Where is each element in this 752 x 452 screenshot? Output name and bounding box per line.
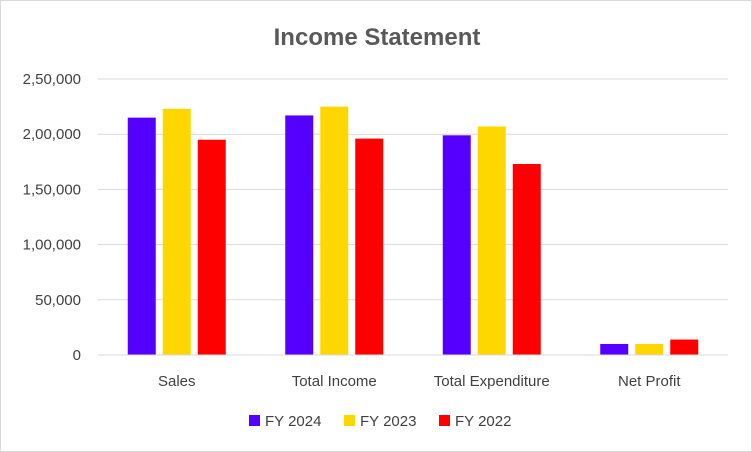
legend-swatch	[249, 415, 260, 426]
legend-swatch	[344, 415, 355, 426]
y-tick-label: 0	[73, 347, 81, 364]
y-tick-label: 50,000	[35, 292, 81, 309]
bar-fy-2023-total-income	[320, 106, 349, 355]
legend: FY 2024 FY 2023 FY 2022	[249, 413, 511, 430]
category-label: Net Profit	[618, 373, 681, 390]
gridlines	[98, 78, 728, 301]
category-label: Sales	[158, 373, 196, 390]
legend-label: FY 2022	[455, 413, 511, 430]
bar-fy-2024-sales	[127, 117, 156, 355]
y-tick-label: 1,00,000	[23, 237, 81, 254]
bars	[127, 106, 699, 355]
bar-fy-2022-total-expenditure	[512, 164, 541, 355]
bar-fy-2024-net-profit	[600, 343, 629, 355]
y-tick-label: 2,00,000	[23, 126, 81, 143]
y-tick-label: 1,50,000	[23, 181, 81, 198]
bar-fy-2022-total-income	[355, 138, 384, 355]
chart-title: Income Statement	[274, 24, 481, 51]
bar-fy-2022-sales	[197, 139, 226, 355]
bar-fy-2023-total-expenditure	[477, 126, 506, 355]
bar-fy-2024-total-income	[285, 115, 314, 355]
bar-fy-2024-total-expenditure	[442, 135, 471, 355]
legend-swatch	[439, 415, 450, 426]
y-axis-tick-labels: 0 50,000 1,00,000 1,50,000 2,00,000 2,50,000	[23, 71, 81, 364]
bar-fy-2023-net-profit	[635, 343, 664, 355]
category-label: Total Expenditure	[434, 373, 550, 390]
x-axis-category-labels: Sales Total Income Total Expenditure Net Pr…	[158, 373, 681, 390]
category-label: Total Income	[292, 373, 377, 390]
legend-label: FY 2024	[265, 413, 321, 430]
legend-label: FY 2023	[360, 413, 416, 430]
bar-fy-2023-sales	[162, 108, 191, 355]
y-tick-label: 2,50,000	[23, 71, 81, 88]
bar-fy-2022-net-profit	[670, 339, 699, 355]
